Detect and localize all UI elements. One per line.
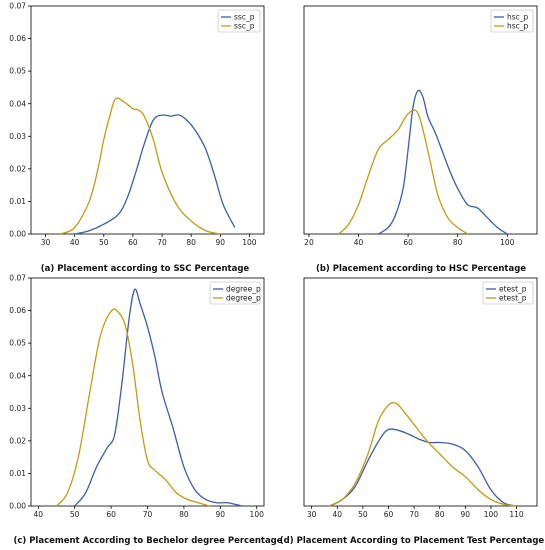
series-line-blue	[74, 288, 243, 507]
x-tick-label: 80	[453, 238, 463, 247]
x-tick-label: 70	[143, 510, 153, 519]
panel-d-caption: (d) Placement According to Placement Tes…	[280, 536, 545, 546]
y-tick-label: 0.02	[9, 436, 26, 445]
x-tick-label: 30	[41, 238, 51, 247]
y-tick-label: 0.04	[9, 371, 26, 380]
y-tick-label: 0.03	[9, 404, 26, 413]
x-tick-label: 100	[500, 238, 515, 247]
panel-c-plot-frame	[30, 277, 265, 507]
x-tick-label: 100	[242, 238, 257, 247]
x-tick-label: 60	[128, 238, 138, 247]
panel-a: 0.00 0.01 0.02 0.03 0.04 0.05 0.06 0.07 30 40 50 6…	[9, 2, 265, 274]
panel-a-caption: (a) Placement according to SSC Percentag…	[41, 264, 250, 274]
panel-c-x-ticks: 40 50 60 70 80 90 100	[34, 506, 265, 519]
x-tick-label: 60	[403, 238, 413, 247]
series-line-gold	[55, 308, 210, 507]
x-tick-label: 110	[509, 510, 524, 519]
panel-b-x-ticks: 20 40 60 80 100	[304, 234, 515, 247]
legend-label: etest_p	[499, 294, 527, 303]
x-tick-label: 50	[99, 238, 109, 247]
panel-a-x-ticks: 30 40 50 60 70 80 90 100	[41, 234, 257, 247]
x-tick-label: 70	[157, 238, 167, 247]
x-tick-label: 100	[484, 510, 499, 519]
panel-a-plot-frame	[30, 5, 265, 235]
x-tick-label: 50	[70, 510, 80, 519]
y-tick-label: 0.05	[9, 67, 26, 76]
x-tick-label: 80	[186, 238, 196, 247]
panel-a-series	[59, 97, 236, 235]
panel-b-plot-frame	[303, 5, 538, 235]
series-line-blue	[74, 114, 236, 235]
panel-c-y-ticks: 0.00 0.01 0.02 0.03 0.04 0.05 0.06 0.07	[9, 274, 31, 511]
legend-label: hsc_p	[507, 13, 529, 22]
y-tick-label: 0.07	[9, 274, 26, 283]
y-tick-label: 0.01	[9, 197, 26, 206]
y-tick-label: 0.03	[9, 132, 26, 141]
y-tick-label: 0.06	[9, 34, 26, 43]
panel-b-caption: (b) Placement according to HSC Percentag…	[316, 264, 526, 274]
panel-a-y-ticks: 0.00 0.01 0.02 0.03 0.04 0.05 0.06 0.07	[9, 2, 31, 239]
series-line-gold	[338, 109, 468, 235]
x-tick-label: 60	[384, 510, 394, 519]
x-tick-label: 30	[307, 510, 317, 519]
legend-label: hsc_p	[507, 22, 529, 31]
legend-label: etest_p	[499, 285, 527, 294]
panel-d-plot-frame	[303, 277, 538, 507]
y-tick-label: 0.05	[9, 339, 26, 348]
x-tick-label: 80	[435, 510, 445, 519]
x-tick-label: 90	[216, 238, 226, 247]
series-line-gold	[59, 97, 221, 235]
y-tick-label: 0.01	[9, 469, 26, 478]
panel-d-series	[329, 401, 517, 507]
panel-d-x-ticks: 30 40 50 60 70 80 90 100 110	[307, 506, 524, 519]
x-tick-label: 40	[354, 238, 364, 247]
panel-c-series	[55, 288, 243, 507]
legend-label: degree_p	[226, 285, 261, 294]
x-tick-label: 60	[106, 510, 116, 519]
x-tick-label: 40	[34, 510, 44, 519]
y-tick-label: 0.02	[9, 164, 26, 173]
series-line-blue	[378, 89, 508, 235]
x-tick-label: 20	[304, 238, 314, 247]
x-tick-label: 100	[250, 510, 265, 519]
y-tick-label: 0.04	[9, 99, 26, 108]
x-tick-label: 80	[179, 510, 189, 519]
x-tick-label: 90	[216, 510, 226, 519]
legend-label: ssc_p	[234, 13, 255, 22]
y-tick-label: 0.06	[9, 306, 26, 315]
y-tick-label: 0.00	[9, 230, 26, 239]
x-tick-label: 90	[461, 510, 471, 519]
legend-label: ssc_p	[234, 22, 255, 31]
y-tick-label: 0.00	[9, 502, 26, 511]
panel-c: 0.00 0.01 0.02 0.03 0.04 0.05 0.06 0.07 40 50 60 7…	[9, 274, 282, 546]
y-tick-label: 0.07	[9, 2, 26, 11]
legend-label: degree_p	[226, 294, 261, 303]
series-line-blue	[329, 428, 517, 507]
x-tick-label: 40	[70, 238, 80, 247]
panel-b-series	[338, 89, 508, 235]
x-tick-label: 70	[409, 510, 419, 519]
x-tick-label: 40	[333, 510, 343, 519]
x-tick-label: 50	[358, 510, 368, 519]
panel-c-caption: (c) Placement According to Bechelor degr…	[13, 536, 282, 546]
series-line-gold	[329, 401, 517, 507]
